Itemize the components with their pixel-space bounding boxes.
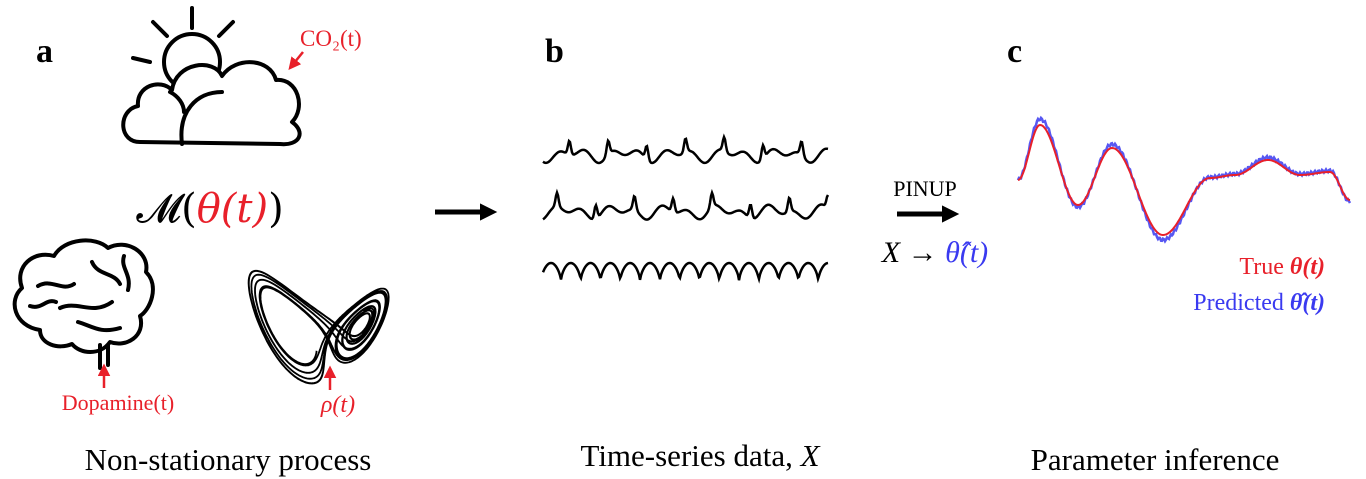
lorenz-attractor: [247, 269, 390, 385]
true-curve: [1017, 123, 1351, 237]
inference-plot: [1016, 115, 1352, 244]
legend-name: Predicted: [1193, 290, 1290, 316]
panel-label: b: [545, 33, 564, 70]
model-prefix: 𝓜(: [136, 186, 196, 232]
co2-arrow: [288, 51, 304, 70]
model-suffix: ): [268, 186, 284, 232]
legend-symbol: θ(t): [1290, 254, 1325, 280]
rho-label: ρ(t): [320, 392, 355, 418]
predicted-curve: [1016, 115, 1352, 244]
time-series: [541, 133, 830, 284]
co2-label: CO₂(t): [300, 26, 362, 51]
dopamine-label: Dopamine(t): [62, 390, 174, 415]
legend-name: True: [1239, 254, 1289, 280]
panel-label: c: [1007, 33, 1022, 70]
legend-symbol: θ̂(t): [1290, 290, 1325, 316]
model-param: θ(t): [197, 186, 268, 232]
legend-entry: True θ(t): [1239, 254, 1325, 280]
mapping-output: θ̂(t): [945, 236, 988, 269]
series-line: [542, 133, 829, 165]
mapping-input: X →: [881, 236, 945, 269]
weather-icon: [121, 6, 302, 147]
caption: Non-stationary process: [85, 442, 372, 477]
method-name: PINUP: [893, 176, 957, 201]
panel-label: a: [36, 33, 53, 70]
caption: Time-series data, X: [580, 438, 820, 473]
brain-icon: [12, 238, 155, 370]
series-line: [541, 261, 829, 284]
legend-entry: Predicted θ̂(t): [1193, 290, 1325, 316]
caption-text: Time-series data,: [580, 438, 800, 473]
caption-var: X: [799, 438, 821, 473]
caption: Parameter inference: [1031, 442, 1280, 477]
model-label: 𝓜(θ(t)): [136, 186, 283, 232]
mapping: X → θ̂(t): [881, 236, 988, 269]
series-line: [542, 188, 830, 221]
